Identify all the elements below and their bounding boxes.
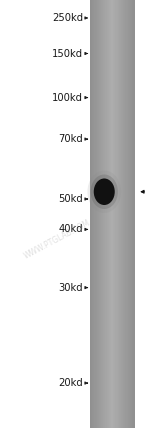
Bar — [99, 0, 101, 428]
Bar — [97, 0, 98, 428]
Text: 70kd: 70kd — [58, 134, 83, 144]
Bar — [92, 0, 94, 428]
Bar — [109, 0, 110, 428]
Text: 250kd: 250kd — [52, 13, 83, 23]
Bar — [119, 0, 120, 428]
Text: 30kd: 30kd — [59, 282, 83, 293]
Bar — [114, 0, 116, 428]
Bar — [104, 0, 106, 428]
Bar — [102, 0, 104, 428]
Bar — [128, 0, 129, 428]
Text: 150kd: 150kd — [52, 48, 83, 59]
Text: 40kd: 40kd — [59, 224, 83, 235]
Bar — [113, 0, 115, 428]
Bar — [129, 0, 130, 428]
Ellipse shape — [91, 175, 118, 209]
Bar — [110, 0, 111, 428]
Bar — [103, 0, 105, 428]
Bar — [122, 0, 124, 428]
Bar — [121, 0, 123, 428]
Bar — [126, 0, 128, 428]
Bar — [112, 0, 114, 428]
Bar — [108, 0, 109, 428]
Bar — [93, 0, 95, 428]
Text: 50kd: 50kd — [58, 194, 83, 204]
Bar — [133, 0, 135, 428]
Bar — [98, 0, 99, 428]
Bar — [101, 0, 103, 428]
Bar — [132, 0, 134, 428]
Bar — [125, 0, 127, 428]
Bar — [117, 0, 118, 428]
Bar — [91, 0, 93, 428]
Text: 20kd: 20kd — [58, 378, 83, 388]
Bar — [111, 0, 113, 428]
Bar — [100, 0, 102, 428]
Text: WWW.PTGLAB.COM: WWW.PTGLAB.COM — [22, 218, 92, 261]
Bar — [123, 0, 125, 428]
Bar — [94, 0, 96, 428]
Text: 100kd: 100kd — [52, 92, 83, 103]
Bar — [131, 0, 133, 428]
Ellipse shape — [87, 170, 121, 213]
Bar — [120, 0, 122, 428]
Bar — [96, 0, 97, 428]
Bar — [107, 0, 108, 428]
Bar — [90, 0, 92, 428]
Bar — [130, 0, 131, 428]
Ellipse shape — [94, 178, 115, 205]
Bar — [105, 0, 107, 428]
Bar — [116, 0, 117, 428]
Bar — [124, 0, 126, 428]
Bar — [118, 0, 119, 428]
